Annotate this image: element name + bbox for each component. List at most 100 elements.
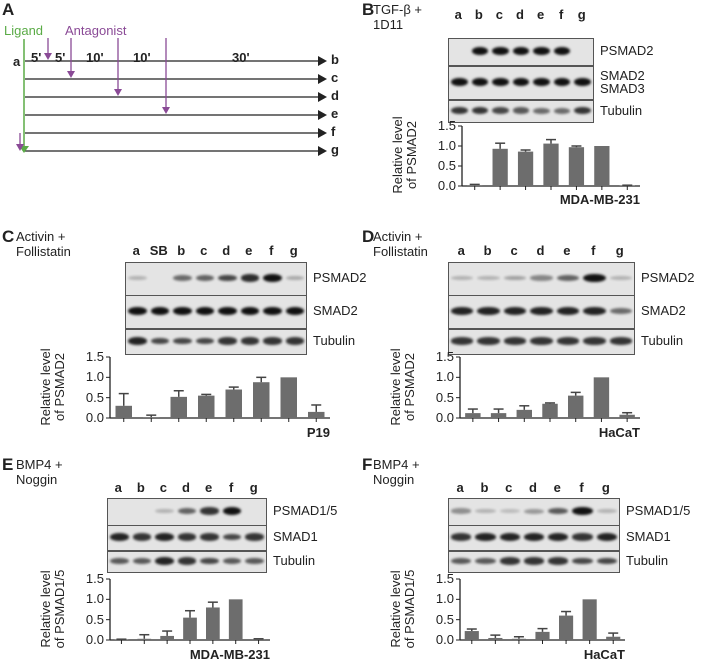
y-tick-label: 1.0 (435, 369, 454, 385)
blot-band (128, 337, 147, 345)
y-tick-label: 1.0 (437, 138, 456, 153)
blot-band (596, 533, 617, 541)
bar-b (137, 638, 152, 640)
bar-c (511, 638, 526, 640)
blot-band (451, 508, 472, 514)
blot-row-label: Tubulin (313, 333, 356, 348)
bar-e (253, 382, 270, 418)
panel-label: C (2, 227, 15, 246)
condition-label: a (13, 54, 21, 69)
blot-band (285, 307, 304, 315)
blot-band (512, 47, 530, 55)
lane-label: f (558, 7, 564, 22)
lane-label: c (495, 7, 504, 22)
panel-label: D (362, 227, 375, 246)
blot-band (553, 78, 571, 86)
blot-band (155, 508, 174, 514)
blot-band (499, 508, 520, 514)
blot-row-label: SMAD2 (641, 303, 686, 318)
bar-c (516, 409, 532, 418)
antagonist-arrowhead-icon (162, 107, 170, 114)
y-tick-label: 1.5 (435, 349, 454, 364)
blot-row-label: SMAD2 (313, 303, 358, 318)
western-blot-2 (448, 329, 635, 355)
western-blot-1 (448, 66, 594, 100)
cell-line-label: P19 (306, 425, 330, 440)
antagonist-arrowhead-icon (114, 89, 122, 96)
blot-band (263, 337, 282, 345)
y-tick-label: 1.5 (85, 571, 104, 586)
blot-band (245, 557, 264, 565)
blot-band (572, 507, 593, 515)
blot-band (572, 557, 593, 565)
bar-g (251, 639, 266, 640)
bar-e (559, 615, 574, 640)
blot-band (451, 557, 472, 565)
y-tick-label: 1.0 (85, 369, 104, 385)
blot-band (523, 557, 545, 565)
blot-band (512, 78, 530, 86)
bar-d (543, 143, 559, 186)
lane-label: e (563, 243, 571, 258)
blot-band (609, 275, 632, 281)
western-blot-1 (448, 525, 620, 551)
bar-b (492, 148, 508, 186)
blot-band (533, 107, 550, 114)
blot-band (503, 275, 527, 281)
blot-row-label: PSMAD2 (641, 270, 695, 285)
blot-band (451, 337, 474, 345)
blot-band (110, 557, 129, 565)
blot-band (132, 557, 152, 565)
blot-band (523, 533, 545, 541)
lane-label: b (136, 480, 145, 495)
bar-e (568, 395, 584, 418)
blot-band (471, 47, 489, 55)
blot-band (240, 274, 259, 282)
western-blot-0 (448, 262, 635, 296)
lane-label: a (456, 480, 464, 495)
blot-band (451, 78, 468, 86)
cell-line-label: HaCaT (598, 425, 640, 440)
blot-band (245, 533, 264, 541)
lane-label: d (182, 480, 190, 495)
condition-label: b (331, 52, 339, 67)
lane-label: d (222, 243, 231, 258)
blot-band (451, 533, 472, 541)
lane-label: g (289, 243, 298, 258)
blot-band (150, 337, 169, 345)
arrowhead-icon (318, 146, 327, 156)
bar-f (582, 599, 597, 640)
blot-band (195, 274, 214, 282)
blot-band (155, 533, 174, 541)
blot-band (218, 337, 237, 345)
y-tick-label: 0.5 (435, 389, 454, 405)
y-axis-label: Relative level of PSMAD1/5 (388, 569, 417, 648)
blot-row-label: SMAD1 (273, 529, 318, 544)
y-tick-label: 1.0 (435, 591, 454, 607)
blot-band (451, 106, 468, 115)
condition-label: Activin + Follistatin (373, 229, 428, 259)
blot-row-label: PSMAD1/5 (273, 503, 338, 518)
blot-band (263, 274, 282, 282)
blot-band (177, 557, 197, 565)
lane-label: e (204, 480, 213, 495)
y-tick-label: 1.5 (437, 118, 456, 133)
blot-band (451, 307, 474, 315)
blot-band (173, 275, 192, 281)
lane-label: g (615, 243, 624, 258)
blot-band (503, 337, 527, 345)
western-blot-1 (448, 295, 635, 329)
blot-band (523, 508, 545, 514)
bar-b (170, 396, 187, 418)
blot-band (471, 106, 489, 115)
western-blot-2 (125, 329, 307, 355)
lane-label: g (577, 7, 586, 22)
blot-row-label: Tubulin (626, 553, 669, 568)
lane-label: f (269, 243, 274, 258)
blot-band (195, 307, 214, 315)
bar-a (465, 413, 481, 418)
bar-g (308, 411, 325, 418)
blot-band (132, 533, 152, 541)
arrowhead-icon (318, 110, 327, 120)
condition-label: g (331, 142, 339, 157)
